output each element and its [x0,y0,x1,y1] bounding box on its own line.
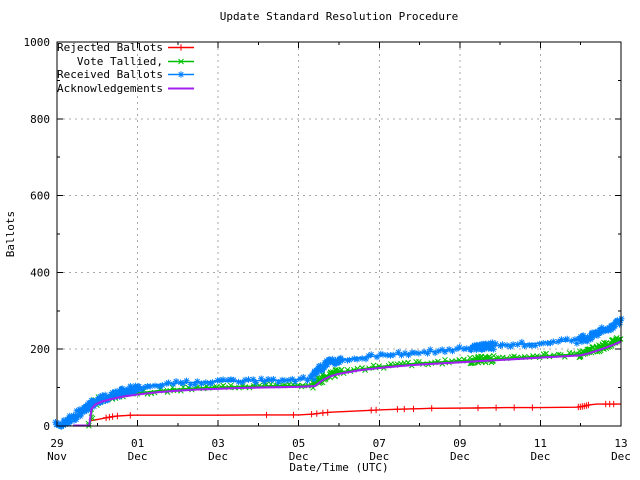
x-tick-label: Dec [530,450,550,463]
x-tick-label: Dec [208,450,228,463]
legend-sample-marker [177,44,185,51]
tick-labels: 29Nov01Dec03Dec05Dec07Dec09Dec11Dec13Dec… [24,36,631,463]
plot-border [56,41,622,427]
legend-row-received-ballots: Received Ballots [57,68,195,82]
series-rejected-ballots [88,400,621,427]
legend-label-rejected-ballots: Rejected Ballots [57,41,163,55]
legend: Rejected Ballots Vote Tallied, Received … [57,41,195,95]
x-tick-label: Nov [47,450,67,463]
chart-title: Update Standard Resolution Procedure [219,10,459,23]
y-tick-label: 0 [43,420,50,433]
legend-sample-received-ballots [168,71,194,78]
series-received-ballots [52,315,625,430]
x-tick-label: 09 [453,437,466,450]
legend-sample-marker [178,58,184,65]
legend-label-received-ballots: Received Ballots [57,68,163,82]
legend-label-acknowledgements: Acknowledgements [57,81,163,95]
legend-row-rejected-ballots: Rejected Ballots [57,41,195,55]
y-tick-label: 1000 [24,36,51,49]
x-tick-label: Dec [450,450,470,463]
x-tick-label: Dec [128,450,148,463]
legend-sample-marker [177,71,185,78]
x-tick-label: 07 [373,437,386,450]
y-axis-label: Ballots [4,210,17,258]
y-tick-label: 400 [30,266,50,279]
x-tick-label: 29 [50,437,63,450]
x-axis-label: Date/Time (UTC) [289,461,389,474]
x-tick-label: 03 [211,437,224,450]
legend-sample-acknowledgements [168,87,194,90]
legend-sample-rejected-ballots [168,44,194,51]
x-tick-label: Dec [369,450,389,463]
rejected-ballots-markers [102,400,617,421]
legend-sample-vote-tallied [168,58,194,65]
x-tick-label: Dec [611,450,631,463]
legend-label-vote-tallied: Vote Tallied, [76,54,163,68]
y-tick-label: 600 [30,190,50,203]
received-ballots-markers [52,315,625,430]
y-tick-label: 800 [30,113,50,126]
x-tick-label: Dec [289,450,309,463]
x-tick-label: 05 [292,437,305,450]
acknowledgements-line [73,340,622,427]
x-tick-label: 01 [131,437,144,450]
series-acknowledgements [73,340,622,427]
legend-row-vote-tallied: Vote Tallied, [57,55,195,69]
x-tick-label: 13 [614,437,627,450]
x-tick-label: 11 [534,437,547,450]
y-tick-label: 200 [30,343,50,356]
legend-row-acknowledgements: Acknowledgements [57,82,195,96]
rejected-ballots-line [88,403,621,427]
